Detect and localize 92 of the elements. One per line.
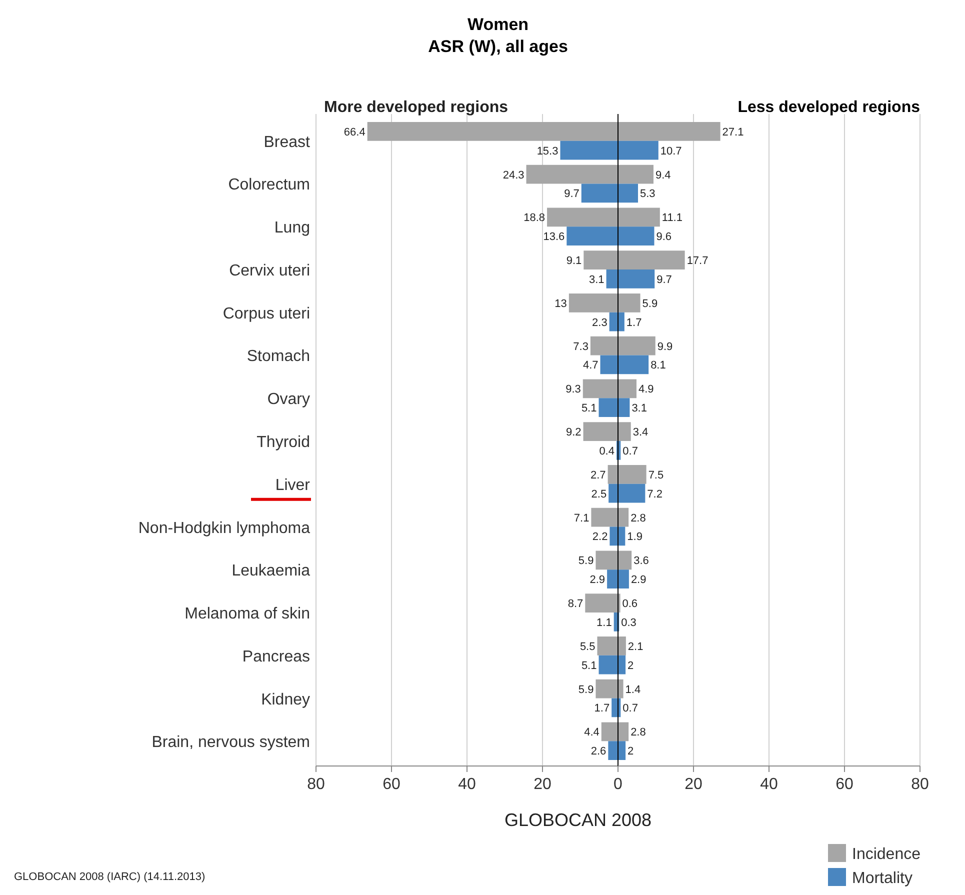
- data-label: 9.9: [657, 340, 673, 353]
- data-label: 9.7: [656, 274, 672, 286]
- data-label: 3.6: [634, 555, 649, 568]
- data-label: 3.1: [589, 274, 604, 286]
- data-label: 5.1: [581, 402, 597, 415]
- y-tick-label: Leukaemia: [232, 562, 310, 580]
- data-label: 5.9: [578, 555, 594, 568]
- y-tick-label: Thyroid: [256, 434, 310, 451]
- data-label: 13.6: [543, 231, 565, 244]
- data-label: 7.5: [648, 469, 664, 482]
- data-label: 5.5: [580, 640, 596, 653]
- data-label: 9.1: [566, 255, 582, 268]
- data-label: 0.3: [621, 616, 636, 629]
- data-label: 5.9: [642, 298, 658, 310]
- data-label: 3.1: [632, 402, 647, 415]
- legend-label: Incidence: [852, 846, 921, 863]
- annotation: More developed regions: [324, 99, 508, 116]
- data-label: 1.7: [626, 316, 642, 329]
- data-label: 9.4: [655, 169, 671, 182]
- data-label: 7.3: [573, 340, 588, 353]
- data-label: 2.8: [630, 726, 646, 739]
- data-label: 2.1: [628, 640, 644, 653]
- x-tick-label: 20: [684, 776, 702, 793]
- legend-label: Mortality: [852, 870, 912, 887]
- y-tick-label: Non-Hodgkin lymphoma: [138, 520, 310, 537]
- y-tick-label: Ovary: [267, 391, 310, 408]
- data-label: 4.9: [638, 384, 654, 396]
- data-label: 11.1: [662, 212, 682, 224]
- data-label: 17.7: [686, 255, 708, 268]
- data-label: 1.4: [625, 684, 641, 696]
- y-tick-label: Melanoma of skin: [184, 606, 310, 623]
- x-tick-label: 60: [382, 776, 400, 793]
- data-label: 1.1: [596, 616, 612, 629]
- data-label: 5.1: [581, 660, 597, 672]
- data-label: 3.4: [632, 426, 648, 439]
- data-label: 2.8: [630, 512, 646, 524]
- data-label: 15.3: [536, 145, 558, 158]
- y-tick-label: Breast: [264, 134, 311, 151]
- y-tick-label: Cervix uteri: [229, 262, 310, 280]
- y-tick-label: Stomach: [246, 348, 310, 366]
- x-tick-label: 80: [911, 776, 929, 793]
- y-tick-label: Pancreas: [242, 648, 310, 666]
- y-tick-label: Corpus uteri: [222, 305, 310, 322]
- data-label: 9.2: [566, 426, 582, 439]
- data-label: 0.7: [622, 445, 638, 458]
- data-label: 2.7: [590, 469, 606, 482]
- x-tick-label: 60: [836, 776, 854, 793]
- data-label: 27.1: [722, 126, 744, 138]
- x-tick-label: 40: [458, 776, 476, 793]
- data-label: 2.2: [592, 531, 608, 544]
- data-label: 9.3: [566, 384, 581, 396]
- data-label: 1.7: [594, 702, 610, 715]
- data-label: 2: [628, 746, 634, 758]
- data-label: 4.4: [584, 726, 600, 739]
- x-tick-label: 40: [760, 776, 778, 793]
- x-tick-label: 0: [614, 776, 623, 793]
- data-label: 8.7: [568, 598, 584, 610]
- data-label: 13: [554, 298, 567, 310]
- chart-subtitle: ASR (W), all ages: [428, 37, 568, 56]
- chart-title: Less developed regions: [738, 99, 920, 116]
- data-label: 10.7: [660, 145, 682, 158]
- text: GLOBOCAN 2008: [504, 810, 652, 830]
- data-label: 4.7: [582, 360, 598, 372]
- data-label: 8.1: [650, 360, 666, 372]
- data-label: 2.6: [590, 746, 606, 758]
- data-label: 0.6: [622, 598, 638, 610]
- data-label: 2.5: [591, 488, 607, 500]
- data-label: 5.9: [578, 684, 594, 696]
- data-label: 2: [628, 660, 634, 672]
- y-tick-label: Liver: [275, 476, 311, 494]
- data-label: 9.6: [656, 231, 672, 244]
- data-label: 0.4: [599, 445, 614, 458]
- data-label: 1.9: [627, 531, 642, 544]
- data-label: 7.2: [647, 488, 662, 500]
- data-label: 2.9: [630, 574, 646, 586]
- data-label: 0.7: [622, 702, 638, 715]
- data-label: 2.9: [590, 574, 606, 586]
- data-label: 5.3: [640, 188, 656, 200]
- y-tick-label: Kidney: [261, 691, 310, 708]
- data-label: 18.8: [524, 212, 546, 224]
- y-tick-label: Colorectum: [228, 176, 310, 194]
- y-tick-label: Brain, nervous system: [152, 734, 310, 752]
- data-label: 9.7: [564, 188, 580, 200]
- data-label: 24.3: [502, 169, 524, 182]
- data-label: 7.1: [574, 512, 590, 524]
- text: GLOBOCAN 2008 (IARC) (14.11.2013): [14, 871, 206, 883]
- x-tick-label: 80: [307, 776, 325, 793]
- y-tick-label: Lung: [274, 220, 310, 237]
- data-label: 66.4: [344, 126, 366, 138]
- x-tick-label: 20: [534, 776, 552, 793]
- chart-title: Women: [467, 15, 529, 34]
- data-label: 2.3: [592, 316, 608, 329]
